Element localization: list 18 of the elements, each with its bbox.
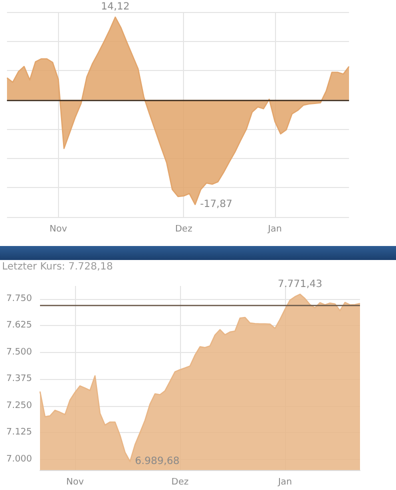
x-tick-label: Jan — [266, 224, 282, 234]
chart-subtitle: Letzter Kurs: 7.728,18 — [2, 262, 113, 272]
x-tick-label: Nov — [50, 224, 68, 234]
x-tick-label: Dez — [175, 224, 193, 234]
y-tick-label: 7.375 — [6, 374, 32, 384]
y-tick-label: 7.125 — [6, 428, 32, 438]
data-label: 14,12 — [100, 2, 130, 13]
data-label: 7.771,43 — [278, 278, 322, 290]
y-tick-label: 7.500 — [6, 347, 32, 358]
x-tick-label: Jan — [277, 478, 292, 488]
y-tick-label: 7.250 — [6, 400, 32, 411]
y-tick-label: 7.625 — [6, 320, 32, 331]
y-tick-label: 7.750 — [6, 294, 32, 304]
y-tick-label: 7.000 — [6, 454, 32, 464]
x-tick-label: Nov — [66, 478, 84, 488]
data-label: 6.989,68 — [135, 456, 180, 468]
data-label: -17,87 — [200, 199, 232, 210]
x-tick-label: Dez — [171, 478, 189, 488]
